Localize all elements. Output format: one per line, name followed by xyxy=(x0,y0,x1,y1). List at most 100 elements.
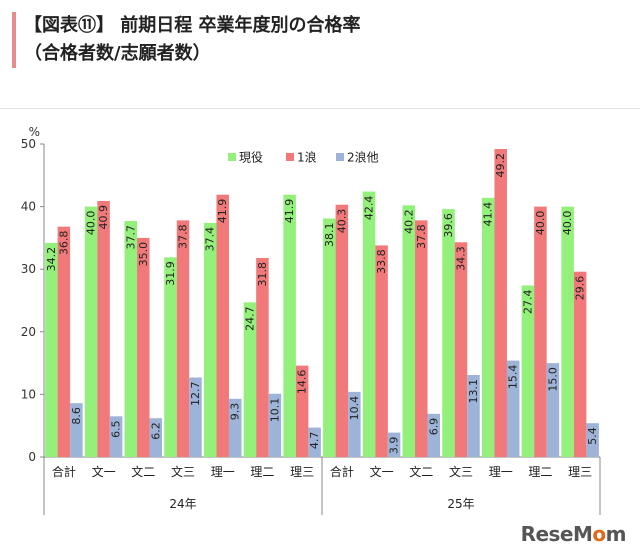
bar-value-label: 49.2 xyxy=(494,153,507,178)
bar-1-1 xyxy=(45,242,58,457)
bar-value-label: 40.2 xyxy=(402,209,415,234)
header-divider xyxy=(0,108,640,109)
bar-value-label: 37.7 xyxy=(124,225,137,250)
bar-value-label: 29.6 xyxy=(574,276,587,301)
bar-2-2 xyxy=(97,200,110,457)
bar-3-11 xyxy=(467,374,480,457)
bar-value-label: 15.0 xyxy=(546,367,559,392)
bar-value-label: 8.6 xyxy=(70,407,83,425)
bar-value-label: 41.9 xyxy=(216,199,229,224)
bar-1-3 xyxy=(124,220,138,457)
x-category-label: 理二 xyxy=(528,465,552,479)
bar-1-12 xyxy=(481,197,495,457)
bar-value-label: 12.7 xyxy=(189,381,202,406)
x-category-label: 文二 xyxy=(409,464,433,479)
bar-1-5 xyxy=(203,222,217,457)
chart-title-block: 【図表⑪】 前期日程 卒業年度別の合格率 （合格者数/志願者数） xyxy=(12,12,624,68)
bar-value-label: 42.4 xyxy=(363,196,376,221)
x-category-label: 理二 xyxy=(250,465,274,479)
bar-3-9 xyxy=(387,432,401,457)
bar-value-label: 9.3 xyxy=(229,403,242,421)
bar-value-label: 6.9 xyxy=(427,418,440,436)
x-category-label: 文二 xyxy=(131,464,155,479)
bar-3-2 xyxy=(109,416,123,457)
legend-swatch xyxy=(286,153,294,161)
bar-2-8 xyxy=(335,204,349,457)
x-category-label: 文三 xyxy=(449,464,473,479)
bar-1-8 xyxy=(323,218,336,457)
bar-value-label: 33.8 xyxy=(375,249,388,273)
y-tick-label: 30 xyxy=(21,262,36,276)
bar-3-14 xyxy=(586,423,599,457)
bar-value-label: 38.1 xyxy=(323,222,336,247)
bar-value-label: 41.9 xyxy=(283,199,296,224)
bar-value-label: 37.8 xyxy=(415,224,428,249)
chart-title: 【図表⑪】 前期日程 卒業年度別の合格率 xyxy=(24,15,361,36)
bar-value-label: 40.3 xyxy=(335,209,348,234)
x-group-label: 25年 xyxy=(447,497,474,511)
x-category-label: 理三 xyxy=(568,465,592,479)
bar-2-7 xyxy=(295,365,309,457)
bar-3-3 xyxy=(149,418,163,457)
bar-value-label: 13.1 xyxy=(467,379,480,404)
bar-value-label: 37.8 xyxy=(177,224,190,249)
bar-3-10 xyxy=(427,413,441,457)
bar-value-label: 41.4 xyxy=(482,202,495,227)
x-category-label: 合計 xyxy=(52,464,76,479)
bar-2-1 xyxy=(57,226,71,457)
bar-value-label: 24.7 xyxy=(243,306,256,331)
bar-value-label: 3.9 xyxy=(388,437,401,455)
bar-1-4 xyxy=(164,257,177,457)
x-category-label: 理三 xyxy=(290,465,314,479)
bar-3-8 xyxy=(348,391,361,457)
legend-label: 現役 xyxy=(239,150,263,165)
bar-value-label: 35.0 xyxy=(137,242,150,267)
x-category-label: 理一 xyxy=(211,465,235,479)
bar-2-14 xyxy=(573,271,587,457)
x-category-label: 合計 xyxy=(330,464,354,479)
bar-value-label: 34.2 xyxy=(45,247,58,272)
bar-value-label: 6.5 xyxy=(110,420,123,438)
bar-1-11 xyxy=(442,209,455,457)
bar-value-label: 40.0 xyxy=(85,211,98,236)
bar-2-5 xyxy=(216,194,229,457)
bar-2-6 xyxy=(256,257,269,457)
y-tick-label: 10 xyxy=(21,387,36,401)
y-tick-label: 50 xyxy=(21,137,36,151)
bar-value-label: 39.6 xyxy=(442,213,455,238)
bar-value-label: 37.4 xyxy=(204,227,217,252)
bar-3-1 xyxy=(70,403,83,457)
legend-swatch xyxy=(336,153,344,161)
bar-value-label: 31.9 xyxy=(164,261,177,286)
bar-2-9 xyxy=(375,245,388,457)
bar-3-13 xyxy=(546,363,560,457)
x-category-label: 理一 xyxy=(489,465,513,479)
bar-1-2 xyxy=(84,206,98,457)
bar-2-12 xyxy=(494,149,507,457)
chart-subtitle: （合格者数/志願者数） xyxy=(24,43,211,64)
x-category-label: 文一 xyxy=(92,464,116,479)
bar-value-label: 40.0 xyxy=(561,211,574,236)
x-group-label: 24年 xyxy=(169,497,196,511)
bar-value-label: 15.4 xyxy=(507,365,520,390)
bar-3-5 xyxy=(228,398,242,457)
bar-1-10 xyxy=(402,205,416,457)
x-category-label: 文三 xyxy=(171,464,195,479)
y-tick-label: 40 xyxy=(21,200,36,214)
legend-swatch xyxy=(228,153,236,161)
bar-value-label: 4.7 xyxy=(308,432,321,450)
bar-3-7 xyxy=(308,427,321,457)
legend-label: 1浪 xyxy=(297,150,317,165)
legend-label: 2浪他 xyxy=(347,150,379,165)
y-axis-unit: % xyxy=(29,125,40,139)
bar-2-13 xyxy=(534,206,547,457)
bar-value-label: 40.9 xyxy=(97,205,110,230)
bar-1-7 xyxy=(283,194,296,457)
bar-3-6 xyxy=(268,393,282,457)
bar-1-14 xyxy=(561,206,574,457)
x-category-label: 文一 xyxy=(370,464,394,479)
bar-1-13 xyxy=(521,285,535,457)
bar-value-label: 10.1 xyxy=(268,398,281,423)
bar-3-4 xyxy=(189,377,202,457)
bar-2-11 xyxy=(454,242,468,457)
